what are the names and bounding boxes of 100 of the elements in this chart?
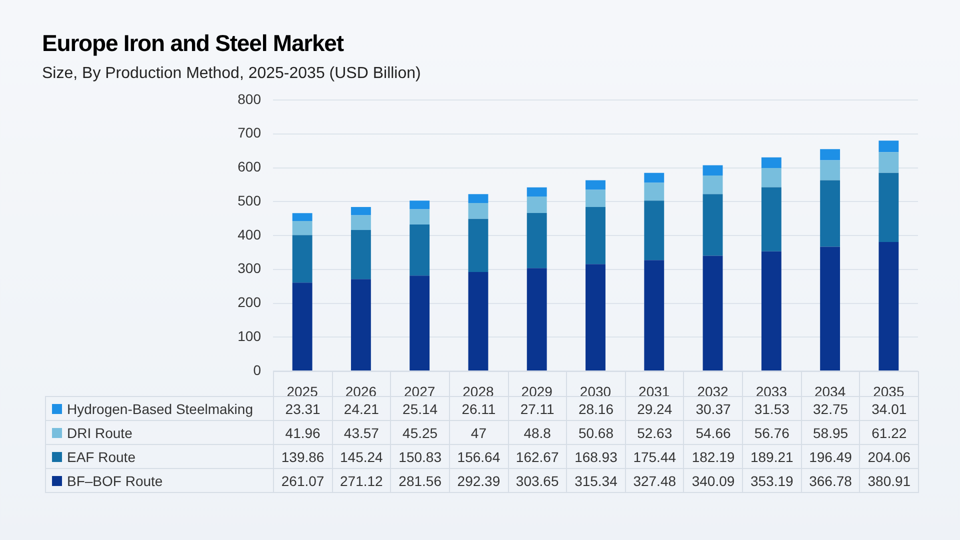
data-label: 45.25 <box>390 420 450 445</box>
bar <box>878 140 899 152</box>
data-label: 162.67 <box>508 444 568 469</box>
data-label: 26.11 <box>462 400 496 416</box>
bar <box>702 194 723 256</box>
bar <box>468 272 488 370</box>
legend-label: DRI Route <box>67 424 132 440</box>
data-label: 28.16 <box>578 400 614 416</box>
data-label: 27.11 <box>520 400 554 416</box>
bar <box>644 260 664 370</box>
data-label: 41.96 <box>273 420 333 445</box>
bar <box>350 207 371 216</box>
bar <box>878 152 899 173</box>
data-label: 29.24 <box>637 400 672 416</box>
bar <box>468 202 488 219</box>
bar <box>350 230 371 280</box>
data-label: 34.01 <box>872 400 907 416</box>
bar <box>526 196 547 214</box>
data-label: 168.93 <box>566 444 626 469</box>
bar <box>761 251 782 370</box>
data-label: 58.95 <box>800 420 860 445</box>
bar <box>820 160 840 180</box>
data-label: 47 <box>448 420 509 445</box>
data-label: 150.83 <box>390 444 450 469</box>
bar <box>820 149 840 160</box>
data-label: 303.65 <box>508 468 568 493</box>
y-tick-label: 600 <box>238 158 262 175</box>
bar <box>410 200 430 210</box>
legend-label: Hydrogen-Based Steelmaking <box>67 400 253 416</box>
chart-subtitle: Size, By Production Method, 2025-2035 (USD Billion) <box>42 65 421 83</box>
bar <box>292 220 312 236</box>
bar <box>878 172 899 242</box>
data-label: 281.56 <box>390 468 450 493</box>
data-label: 52.63 <box>624 420 684 445</box>
data-label: 56.76 <box>742 420 802 445</box>
data-label: 24.21 <box>344 400 379 416</box>
data-label: 315.34 <box>566 468 626 493</box>
data-label: 340.09 <box>683 468 744 493</box>
data-label: 48.8 <box>508 420 568 445</box>
data-label: 31.53 <box>754 400 790 416</box>
y-tick-label: 500 <box>238 192 262 208</box>
data-label: 182.19 <box>683 444 744 469</box>
y-tick-label: 200 <box>238 294 262 310</box>
y-tick-label: 700 <box>238 124 262 141</box>
data-label: 145.24 <box>332 444 392 469</box>
data-label: 50.68 <box>566 420 626 445</box>
legend-label: BF–BOF Route <box>67 472 163 488</box>
bar <box>468 194 488 203</box>
data-label: 30.37 <box>696 400 731 416</box>
bar <box>526 268 547 370</box>
y-tick-label: 800 <box>238 90 262 107</box>
data-label: 366.78 <box>800 468 860 493</box>
y-tick-label: 0 <box>253 362 262 378</box>
bar <box>586 190 606 207</box>
bar <box>410 209 430 225</box>
bar <box>586 264 606 370</box>
bar <box>644 182 664 201</box>
data-label: 261.07 <box>273 468 333 493</box>
data-label: 271.12 <box>332 468 392 493</box>
data-label: 292.39 <box>448 468 509 493</box>
bar <box>820 180 840 247</box>
data-label: 43.57 <box>332 420 392 445</box>
bar <box>820 246 840 370</box>
bar <box>410 224 430 276</box>
bar <box>761 168 782 188</box>
bar <box>586 206 606 264</box>
y-tick-label: 100 <box>238 328 262 344</box>
bar <box>586 180 606 190</box>
bar <box>878 242 899 370</box>
bar <box>292 282 312 370</box>
bar <box>761 187 782 252</box>
data-label: 327.48 <box>624 468 684 493</box>
bar <box>468 218 488 272</box>
data-label: 156.64 <box>448 444 509 469</box>
bar <box>350 279 371 370</box>
data-label: 196.49 <box>800 444 860 469</box>
bar <box>702 165 723 176</box>
bar <box>761 157 782 168</box>
y-tick-label: 300 <box>238 260 262 276</box>
chart-title: Europe Iron and Steel Market <box>42 30 344 57</box>
bar <box>644 172 664 183</box>
bar <box>410 276 430 370</box>
data-label: 189.21 <box>742 444 802 469</box>
bar <box>350 215 371 230</box>
bar <box>702 176 723 194</box>
y-tick-label: 400 <box>238 226 262 242</box>
data-label: 380.91 <box>859 468 919 493</box>
bar <box>526 213 547 268</box>
data-label: 25.14 <box>402 400 438 416</box>
bar <box>644 200 664 260</box>
data-label: 32.75 <box>813 400 848 416</box>
data-label: 54.66 <box>683 420 744 445</box>
data-label: 353.19 <box>742 468 802 493</box>
data-label: 175.44 <box>624 444 684 469</box>
bar <box>526 187 547 197</box>
bar <box>292 235 312 283</box>
data-label: 23.31 <box>285 400 320 416</box>
data-label: 204.06 <box>859 444 919 469</box>
data-label: 139.86 <box>273 444 333 469</box>
bar <box>292 213 312 221</box>
